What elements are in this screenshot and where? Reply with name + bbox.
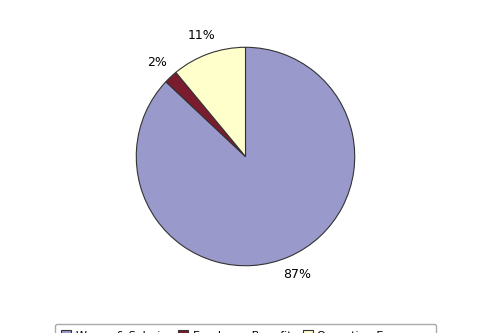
Text: 87%: 87% (283, 268, 311, 281)
Wedge shape (176, 47, 246, 157)
Text: 2%: 2% (147, 56, 167, 69)
Wedge shape (166, 72, 246, 157)
Text: 11%: 11% (188, 29, 216, 42)
Legend: Wages & Salaries, Employee Benefits, Operating Expenses: Wages & Salaries, Employee Benefits, Ope… (55, 324, 436, 333)
Wedge shape (136, 47, 355, 266)
